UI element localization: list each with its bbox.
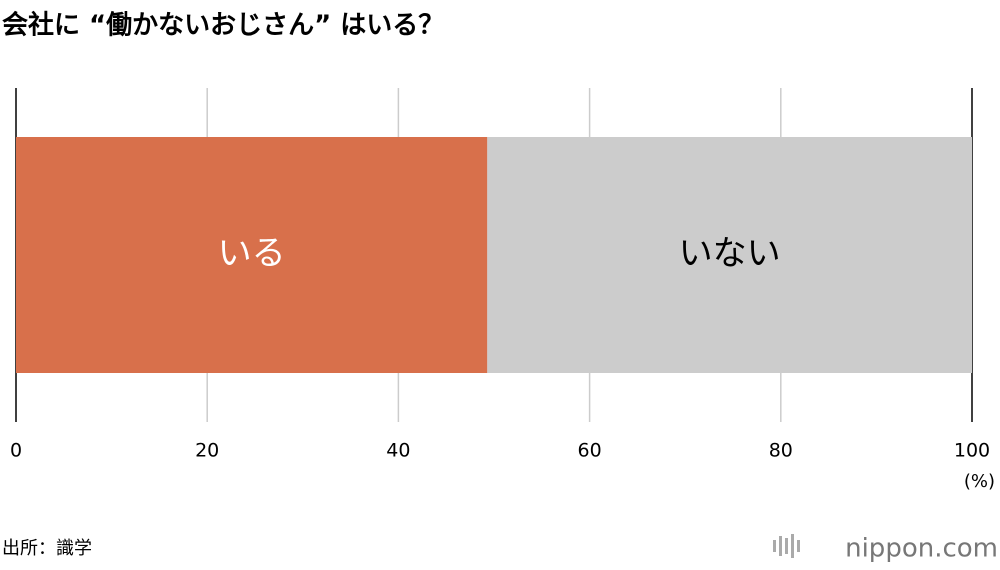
x-tick-label: 0 xyxy=(10,440,22,462)
logo: nippon.com xyxy=(845,534,998,564)
chart-title: 会社に “働かないおじさん” はいる？ xyxy=(2,10,444,41)
bar-segment xyxy=(16,137,488,373)
x-tick-label: 80 xyxy=(769,440,793,462)
logo-icon xyxy=(773,534,800,558)
x-tick-label: 20 xyxy=(195,440,219,462)
x-tick-label: 60 xyxy=(578,440,602,462)
x-axis-label: (%) xyxy=(964,471,995,492)
source: 出所：識学 xyxy=(2,538,92,559)
segment-label: いない xyxy=(679,234,781,274)
x-tick-label: 40 xyxy=(386,440,410,462)
x-tick-label: 100 xyxy=(954,440,990,462)
bar-segment xyxy=(487,137,972,373)
segment-label: いる xyxy=(218,234,286,274)
